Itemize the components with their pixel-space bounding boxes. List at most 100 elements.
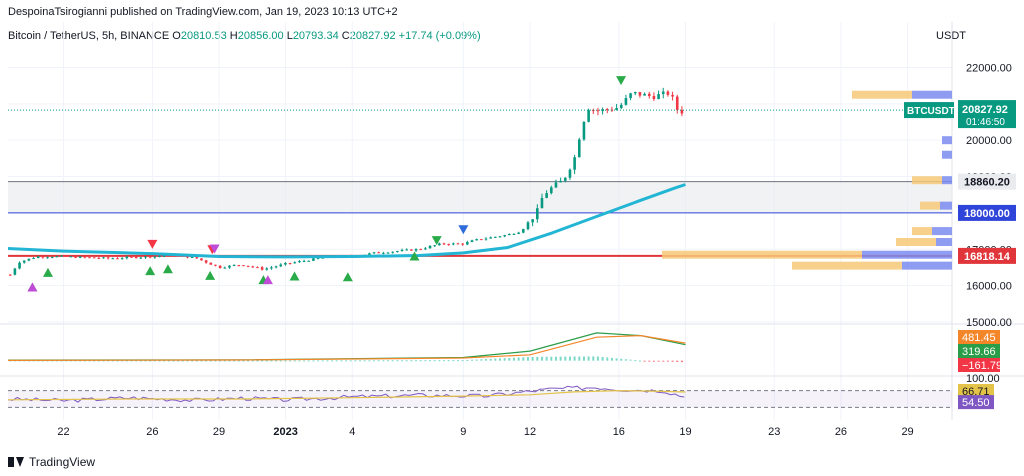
- candle-body: [92, 257, 96, 259]
- macd-histogram-bar: [163, 360, 166, 362]
- candle-body: [377, 252, 381, 254]
- close-value: 20827.92: [349, 30, 396, 42]
- macd-histogram-bar: [55, 360, 58, 362]
- volume-profile: [662, 90, 952, 270]
- last-price-badge: [958, 100, 1016, 129]
- candle-body: [223, 267, 227, 269]
- macd-histogram-bar: [125, 360, 128, 362]
- candle-body: [284, 262, 287, 265]
- buy-signal-icon: [145, 266, 156, 276]
- macd-histogram-bar: [466, 359, 469, 361]
- symbol-legend: Bitcoin / TetherUS, 5h, BINANCE O20810.5…: [8, 30, 481, 42]
- candle-body: [657, 94, 660, 99]
- macd-histogram-bar: [676, 360, 679, 362]
- macd-value-badge: [958, 330, 1000, 344]
- macd-histogram-bar: [457, 360, 460, 362]
- rsi-badge: [958, 395, 994, 410]
- candle-body: [106, 257, 110, 259]
- macd-histogram-bar: [60, 360, 63, 362]
- candle-body: [503, 235, 506, 237]
- candle-body: [549, 187, 553, 194]
- candle-body: [88, 257, 91, 259]
- sell-signal-icon: [458, 225, 469, 235]
- macd-histogram-bar: [573, 356, 576, 361]
- macd-histogram-bar: [512, 357, 515, 361]
- macd-histogram-bar: [223, 360, 226, 362]
- candle-body: [270, 267, 273, 269]
- candle-body: [587, 110, 590, 122]
- candle-body: [153, 256, 157, 258]
- macd-histogram-bar: [228, 360, 231, 362]
- macd-histogram-bar: [610, 357, 613, 361]
- time-tick-label: 4: [349, 426, 355, 438]
- candle-body: [386, 252, 390, 254]
- time-tick-label: 29: [901, 426, 913, 438]
- macd-histogram-bar: [484, 359, 487, 361]
- macd-histogram-bar: [326, 360, 329, 362]
- candle-body: [22, 260, 26, 263]
- publisher-line: DespoinaTsirogianni published on Trading…: [8, 6, 398, 18]
- macd-histogram-bar: [433, 360, 436, 362]
- close-label: C: [341, 30, 350, 42]
- candle-body: [102, 257, 105, 259]
- sell-signal-icon: [616, 76, 627, 86]
- macd-histogram-bar: [377, 360, 380, 362]
- candle-body: [470, 240, 474, 243]
- macd-histogram-bar: [526, 357, 529, 361]
- time-tick-label: 22: [57, 426, 69, 438]
- candle-body: [582, 121, 586, 140]
- macd-value-label: 481.45: [962, 332, 996, 344]
- time-tick-label: 12: [524, 426, 536, 438]
- macd-histogram-bar: [242, 360, 245, 362]
- candle-body: [144, 256, 147, 258]
- macd-histogram-bar: [517, 357, 520, 361]
- signal-icon: [27, 282, 38, 292]
- sell-signal-icon: [431, 236, 442, 246]
- candle-body: [134, 256, 138, 259]
- macd-fast-line: [7, 332, 686, 361]
- candle-body: [307, 260, 311, 262]
- high-label: H: [229, 30, 238, 42]
- candle-body: [633, 91, 637, 94]
- macd-histogram-bar: [601, 356, 604, 361]
- volume-profile-bar: [912, 227, 932, 236]
- macd-histogram: [9, 356, 683, 363]
- candle-body: [83, 256, 87, 258]
- macd-histogram-bar: [582, 356, 585, 361]
- macd-histogram-bar: [480, 359, 483, 361]
- candle-body: [36, 256, 40, 259]
- candle-body: [414, 249, 418, 251]
- macd-histogram-bar: [429, 360, 432, 362]
- macd-histogram-bar: [447, 360, 450, 362]
- macd-histogram-bar: [88, 360, 91, 362]
- candle-body: [228, 265, 231, 268]
- candle-body: [97, 257, 101, 259]
- candle-body: [489, 237, 492, 239]
- macd-histogram-bar: [592, 356, 595, 361]
- candle-body: [64, 255, 68, 257]
- candle-body: [680, 109, 684, 114]
- candle-body: [148, 256, 152, 258]
- macd-histogram-bar: [424, 360, 427, 362]
- macd-histogram-bar: [261, 360, 264, 362]
- macd-histogram-bar: [298, 360, 301, 362]
- candle-body: [531, 219, 534, 223]
- candle-body: [200, 258, 203, 261]
- macd-histogram-bar: [191, 360, 194, 362]
- macd-histogram-bar: [443, 360, 446, 362]
- resistance-level-badge: [958, 173, 1016, 190]
- macd-histogram-bar: [186, 360, 189, 362]
- candle-body: [368, 253, 371, 255]
- macd-histogram-bar: [550, 356, 553, 361]
- candle-body: [209, 262, 213, 265]
- macd-histogram-bar: [233, 360, 236, 362]
- candle-body: [232, 265, 236, 267]
- symbol-name[interactable]: Bitcoin / TetherUS, 5h, BINANCE: [8, 30, 170, 42]
- macd-histogram-bar: [97, 360, 100, 362]
- macd-histogram-bar: [368, 360, 371, 362]
- candle-body: [629, 93, 632, 99]
- macd-value-label: 319.66: [962, 346, 996, 358]
- candle-body: [466, 242, 469, 245]
- ticker-badge-label: BTCUSDT: [907, 106, 955, 117]
